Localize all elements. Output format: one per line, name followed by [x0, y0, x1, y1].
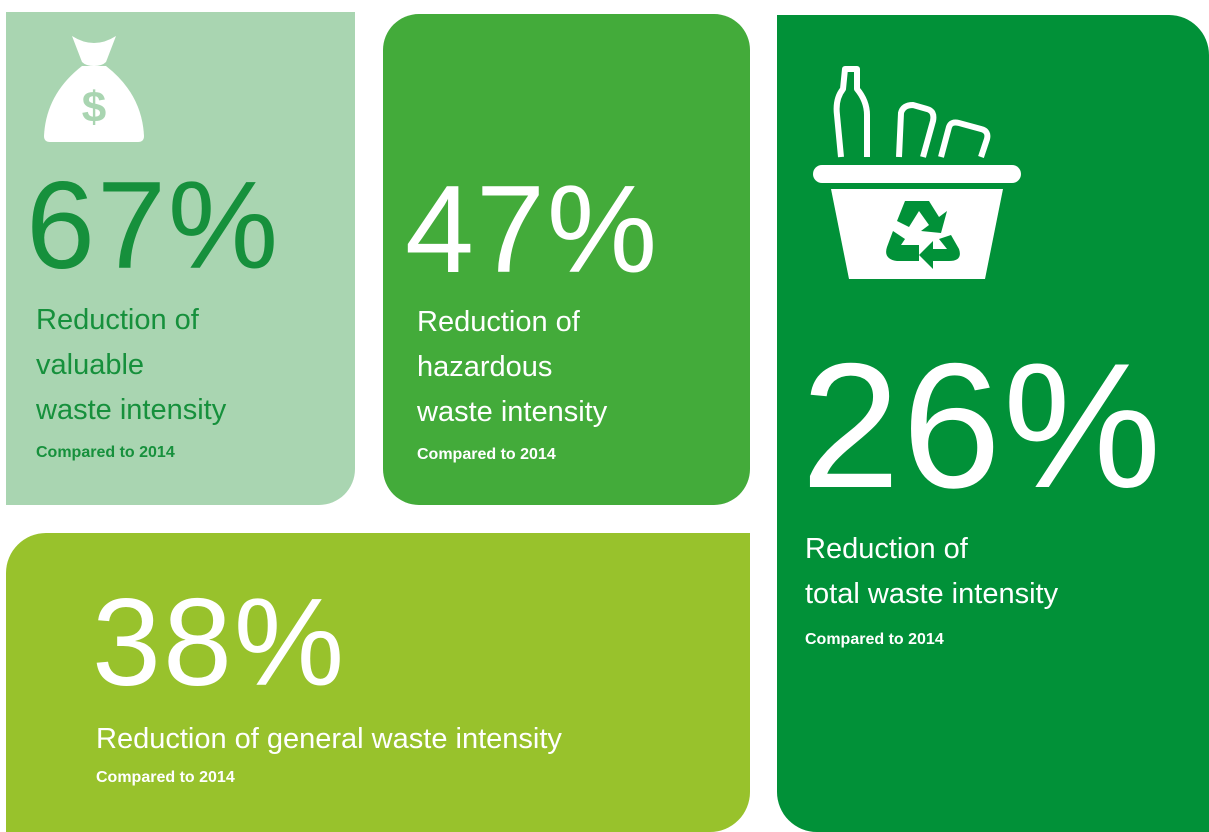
tile-total: 26% Reduction of total waste intensity C…	[777, 15, 1209, 832]
value: 47%	[405, 161, 660, 299]
note: Compared to 2014	[96, 769, 235, 786]
description-line: Reduction of	[36, 304, 199, 336]
description-line: Reduction of	[805, 533, 968, 565]
value: 26%	[801, 326, 1164, 525]
note: Compared to 2014	[417, 446, 556, 463]
tile-valuable: $ 67% Reduction of valuable waste intens…	[6, 12, 355, 505]
description-line: waste intensity	[36, 394, 227, 426]
money-bag-icon: $	[44, 36, 144, 142]
description: Reduction of general waste intensity	[96, 717, 562, 762]
note: Compared to 2014	[36, 444, 175, 461]
description: Reduction of total waste intensity	[805, 527, 1058, 617]
recycle-bin-icon	[813, 66, 1021, 279]
description-line: valuable	[36, 349, 145, 381]
note: Compared to 2014	[805, 631, 944, 648]
description-line: hazardous	[417, 351, 553, 383]
description-line: Reduction of general waste intensity	[96, 723, 562, 755]
description-line: Reduction of	[417, 306, 580, 338]
value: 67%	[26, 157, 281, 295]
description-line: waste intensity	[417, 396, 608, 428]
tile-general: 38% Reduction of general waste intensity…	[6, 533, 750, 832]
description: Reduction of valuable waste intensity	[36, 298, 226, 433]
description-line: total waste intensity	[805, 578, 1059, 610]
svg-text:$: $	[82, 83, 106, 132]
description: Reduction of hazardous waste intensity	[417, 300, 607, 435]
tile-hazardous: 47% Reduction of hazardous waste intensi…	[383, 14, 750, 505]
value: 38%	[92, 574, 347, 712]
